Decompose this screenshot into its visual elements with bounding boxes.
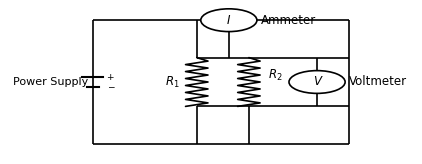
Text: −: − [106, 82, 114, 91]
Circle shape [289, 71, 345, 93]
Text: V: V [313, 75, 321, 89]
Text: $R_1$: $R_1$ [165, 74, 180, 90]
Circle shape [201, 9, 257, 32]
Text: Voltmeter: Voltmeter [349, 75, 407, 89]
Text: $R_2$: $R_2$ [268, 68, 282, 83]
Text: Power Supply: Power Supply [13, 77, 89, 87]
Text: Ammeter: Ammeter [261, 14, 316, 27]
Text: +: + [106, 73, 114, 82]
Text: I: I [227, 14, 230, 27]
